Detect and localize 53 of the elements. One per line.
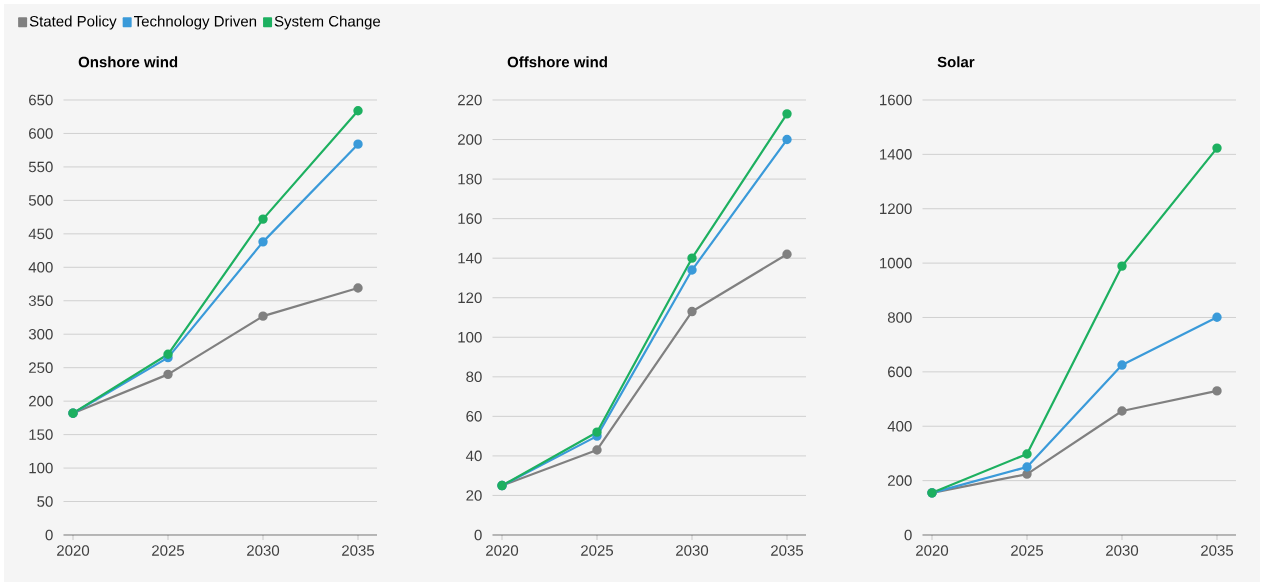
y-tick-label: 1600 (880, 94, 912, 106)
chart-title: Onshore wind (78, 56, 178, 68)
y-tick-label: 250 (29, 362, 53, 373)
y-tick-label: 0 (45, 529, 53, 541)
y-tick-label: 450 (28, 228, 53, 240)
y-tick-label: 300 (28, 328, 53, 340)
legend-label: System Change (274, 15, 381, 30)
chart-title: Solar (937, 56, 975, 68)
y-tick-label: 180 (458, 173, 482, 185)
y-tick-label: 200 (29, 395, 53, 407)
x-tick-label: 2030 (676, 545, 709, 556)
legend-label: Stated Policy (29, 15, 117, 30)
x-tick-label: 2030 (247, 545, 280, 556)
y-tick-label: 40 (465, 450, 482, 462)
x-tick-label: 2020 (486, 545, 519, 556)
y-tick-label: 1000 (880, 257, 912, 269)
y-tick-label: 100 (458, 331, 482, 343)
y-tick-label: 1400 (880, 149, 912, 160)
y-tick-label: 550 (28, 161, 53, 173)
y-tick-label: 20 (466, 490, 482, 501)
chart-title: Offshore wind (507, 56, 607, 68)
y-tick-label: 650 (29, 94, 53, 106)
y-tick-label: 100 (29, 462, 53, 474)
x-tick-label: 2020 (916, 545, 949, 556)
x-tick-label: 2035 (771, 545, 804, 556)
y-tick-label: 500 (28, 195, 53, 206)
legend-label: Technology Driven (134, 15, 257, 30)
x-tick-label: 2025 (152, 545, 185, 556)
y-tick-label: 80 (466, 371, 482, 383)
y-tick-label: 50 (37, 496, 53, 507)
y-tick-label: 60 (466, 411, 482, 422)
y-tick-label: 200 (888, 475, 912, 486)
y-tick-label: 160 (458, 213, 482, 224)
y-tick-label: 600 (888, 366, 912, 378)
y-tick-label: 350 (28, 295, 53, 307)
y-tick-label: 200 (458, 134, 482, 145)
x-tick-label: 2020 (57, 545, 90, 556)
y-tick-label: 140 (458, 252, 482, 264)
x-tick-label: 2025 (581, 545, 614, 556)
y-tick-label: 150 (29, 429, 53, 440)
y-tick-label: 1200 (880, 203, 912, 215)
y-tick-label: 400 (28, 261, 53, 273)
x-tick-label: 2035 (1201, 545, 1234, 556)
y-tick-label: 120 (458, 292, 482, 304)
y-tick-label: 400 (887, 420, 912, 432)
y-tick-label: 0 (904, 529, 912, 541)
x-tick-label: 2025 (1011, 545, 1044, 556)
y-tick-label: 0 (474, 529, 482, 541)
y-tick-label: 220 (458, 94, 482, 106)
y-tick-label: 600 (29, 128, 53, 139)
y-tick-label: 800 (887, 312, 912, 323)
x-tick-label: 2035 (342, 545, 375, 556)
x-tick-label: 2030 (1106, 545, 1139, 556)
